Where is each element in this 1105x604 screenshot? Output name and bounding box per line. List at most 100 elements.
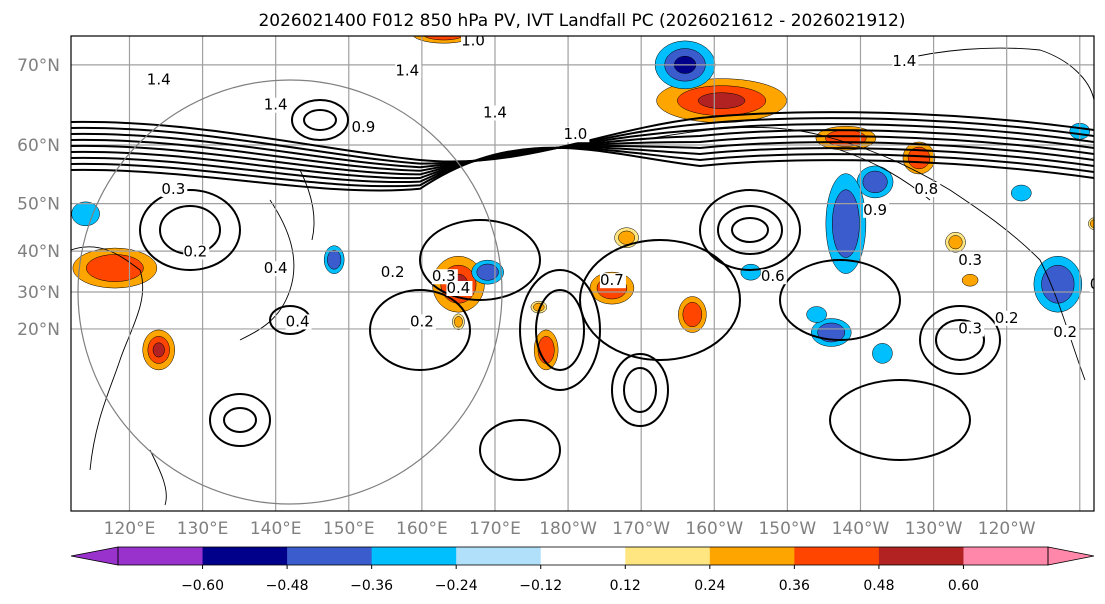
lon-tick-label: 130°W [905,519,963,539]
contour-label-bg [431,269,458,285]
ivt-shade-patch [697,92,746,109]
pv-contour [699,189,801,271]
colorbar-tick-label: −0.60 [181,578,224,594]
contour-label: 0.3 [958,251,982,269]
pv-contour [579,239,741,361]
contour-label-bg [863,202,890,218]
colorbar-segment [709,547,795,565]
contour-label: 1.0 [563,125,587,143]
contour-label: 0.6 [761,267,785,285]
ivt-shade-patch [948,235,963,250]
lon-tick-label: 170°W [612,519,670,539]
pv-contour [535,289,585,371]
colorbar-min-arrow [70,546,119,566]
colorbar-segment [456,547,542,565]
contour-label-bg [263,97,290,113]
pv-contour [779,259,901,341]
contour-label-bg [563,127,590,143]
ivt-shade-patch [1090,219,1094,228]
contour-label-bg [169,10,195,25]
ivt-shade-patch [1041,264,1075,304]
contour-label: 0.4 [264,259,288,277]
colorbar-tick-label: −0.12 [519,578,562,594]
contour-label: 0.2 [1053,323,1077,341]
contour-label: 0.3 [161,180,185,198]
colorbar-tick-label: 0.48 [863,578,894,594]
contour-label-bg [132,10,158,25]
colorbar-tick-label: 0.12 [610,578,641,594]
pv-contour [623,367,657,413]
contour-label: 0.8 [914,180,938,198]
colorbar-max-arrow [1047,546,1095,566]
lon-tick-label: 160°W [685,519,743,539]
contour-label-bg [760,269,787,285]
contour-label: 0.2 [410,312,434,330]
contour-label: 0.2 [995,309,1019,327]
contour-label: 0.4 [447,279,471,297]
contour-label-bg [395,63,422,79]
contour-label-bg [1097,213,1105,228]
lon-tick-label: 180°W [539,519,597,539]
colorbar-tick-label: 0.24 [694,578,725,594]
ivt-shade-patch [152,342,165,358]
contour-label-bg [599,273,626,289]
contour-label: 1.0 [132,8,156,26]
contour-label-bg [958,321,985,337]
pv-contour [829,379,971,461]
ivt-shade-patch [740,263,762,281]
contour-label-bg [446,281,473,296]
contour-label-bg [351,120,378,136]
contour-label: 1.0 [461,31,485,49]
ivt-shade-patch [907,146,931,170]
contour-label-bg [161,182,188,198]
contour-label: 1.4 [892,52,916,70]
contour-label-bg [461,36,488,49]
colorbar-segment [371,547,457,565]
contour-label: 0.6 [1090,275,1105,293]
contour-label: 0.3 [432,267,456,285]
ivt-shade-patch [86,254,144,282]
ivt-shade-patch [961,273,979,287]
contour-label-bg [958,252,985,268]
pv-contour [717,205,783,255]
lon-tick-label: 120°W [978,519,1036,539]
colorbar-segment [118,547,204,565]
ivt-shade-patch [817,322,846,343]
contour-label: 0.9 [863,201,887,219]
contour-label-bg [482,105,509,121]
map-area: 1.0 0.8 1.4 1.4 1.4 1.0 1.4 1.0 0.7 1.4 0.9 0.3 0.8 0… [71,8,1105,511]
pv-contour [519,269,601,391]
latitude-labels: 70°N 60°N 50°N 40°N 30°N 20°N [17,56,60,340]
coastline [149,449,167,506]
colorbar-segment [625,547,711,565]
pv-contour [209,393,271,447]
contour-label: 0.9 [351,118,375,136]
contour-label-bg [380,265,407,281]
lat-tick-label: 50°N [17,195,60,215]
contour-label-bg [409,314,436,330]
ivt-shade-patch [327,249,342,270]
contour-label: 0.2 [381,263,405,281]
contour-label: 0.3 [958,319,982,337]
colorbar-segment [540,547,626,565]
contour-label-bg [994,310,1021,326]
lon-tick-label: 140°W [832,519,890,539]
pv-contour [223,407,257,433]
ivt-shade-patch [423,36,465,41]
contour-labels: 1.0 0.8 1.4 1.4 1.4 1.0 1.4 1.0 0.7 1.4 0.9 0.3 0.8 0… [132,8,1105,341]
pv-contour [731,217,769,243]
contour-label-bg [285,314,312,330]
coastline [71,246,144,471]
colorbar-segment [794,547,880,565]
lat-tick-label: 40°N [17,242,60,262]
colorbar-tick-label: −0.48 [266,578,309,594]
pv-contours [71,99,1094,481]
lon-tick-label: 170°E [469,519,521,539]
pv-contour [71,146,1094,192]
chart-title: 2026021400 F012 850 hPa PV, IVT Landfall… [258,11,905,31]
lon-tick-label: 160°E [396,519,448,539]
pv-contour [919,305,1001,375]
contour-label: 1.4 [264,96,288,114]
colorbar: −0.60 −0.48 −0.36 −0.24 −0.12 0.12 0.24 0.36 0.4… [70,546,1095,594]
colorbar-tick-label: −0.36 [350,578,393,594]
